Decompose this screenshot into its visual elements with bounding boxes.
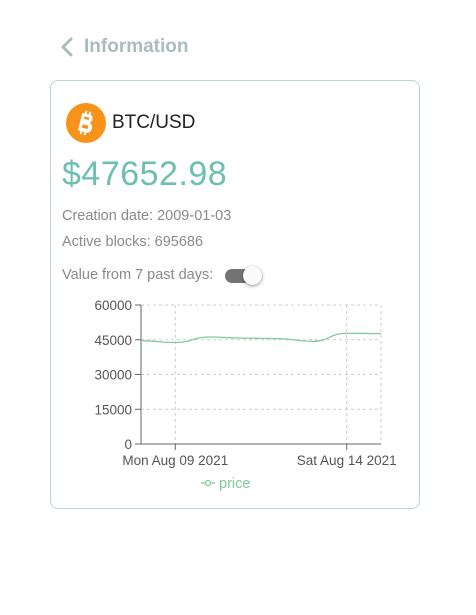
toggle-label: Value from 7 past days: — [62, 267, 214, 283]
y-tick-label: 60000 — [94, 298, 132, 313]
chevron-left-icon — [60, 36, 74, 58]
legend-marker-icon — [204, 479, 212, 487]
currency-pair: BTC/USD — [112, 112, 196, 133]
active-blocks: Active blocks: 695686 — [62, 234, 204, 250]
price-chart: 0 15000 30000 45000 60000 Mon Aug 09 2021 Sat … — [51, 291, 421, 506]
past-days-toggle[interactable] — [225, 266, 263, 285]
coin-header: BTC/USD — [66, 103, 195, 143]
toggle-knob — [243, 266, 263, 285]
past-days-toggle-row: Value from 7 past days: — [62, 266, 263, 285]
y-tick-label: 30000 — [94, 368, 132, 383]
back-button[interactable]: Information — [60, 36, 189, 58]
creation-date: Creation date: 2009-01-03 — [62, 208, 232, 224]
legend-label: price — [219, 476, 250, 492]
bitcoin-icon — [66, 103, 106, 143]
y-tick-label: 45000 — [94, 333, 132, 348]
current-price: $47652.98 — [62, 155, 228, 193]
page-title: Information — [84, 36, 189, 57]
x-tick-label: Sat Aug 14 2021 — [297, 453, 397, 468]
x-tick-label: Mon Aug 09 2021 — [122, 453, 228, 468]
price-chart-svg: 0 15000 30000 45000 60000 Mon Aug 09 2021 Sat … — [94, 298, 397, 492]
series-line-price — [140, 332, 382, 344]
y-tick-label: 15000 — [94, 402, 132, 417]
y-tick-label: 0 — [124, 437, 132, 452]
coin-info-card: BTC/USD $47652.98 Creation date: 2009-01… — [50, 80, 420, 509]
